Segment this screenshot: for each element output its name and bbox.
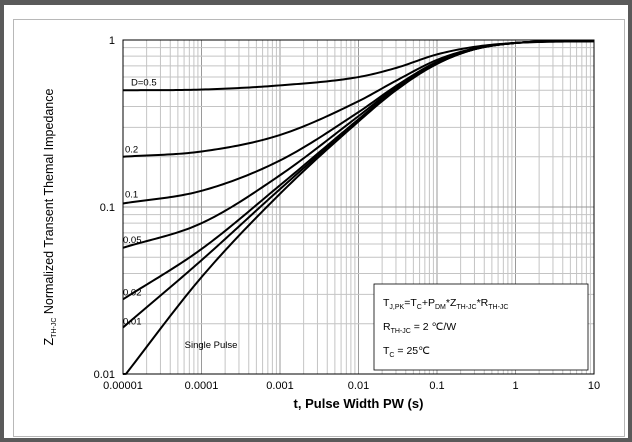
annotation-subscript: J,PK	[389, 304, 404, 311]
y-axis-label-prefix: Z	[42, 337, 56, 345]
x-tick-label: 0.1	[429, 380, 444, 392]
x-tick-label: 0.01	[348, 380, 369, 392]
annotation-text: *R	[477, 297, 489, 309]
annotation-text: T	[383, 297, 390, 309]
curve-label: 0.01	[123, 316, 142, 327]
curve-label: 0.02	[123, 287, 142, 298]
x-tick-label: 0.001	[266, 380, 294, 392]
plot-border	[122, 39, 595, 375]
curve-label: 0.1	[125, 189, 138, 200]
series-line-6	[122, 40, 595, 375]
curve-label: 0.2	[125, 145, 138, 156]
annotation-text: =T	[404, 297, 417, 309]
curve-label: D=0.5	[131, 77, 157, 88]
x-axis-label: t, Pulse Width PW (s)	[294, 396, 424, 411]
y-axis-label-subscript: TH-JC	[51, 318, 58, 338]
curve-labels: D=0.5 0.2 0.1 0.05 0.02 0.01 Single Pulse	[123, 77, 237, 351]
x-tick-label: 0.0001	[185, 380, 219, 392]
x-tick-label: 1	[512, 380, 518, 392]
x-tick-labels: 0.00001 0.0001 0.001 0.01 0.1 1 10	[103, 380, 600, 392]
curve-label: 0.05	[123, 235, 142, 246]
annotation-line-thermal-resistance: RTH-JC = 2 ℃/W	[383, 321, 456, 335]
annotation-subscript: DM	[435, 304, 446, 311]
y-axis-label: ZTH-JC Normalized Transent Themal Impeda…	[42, 88, 58, 345]
annotation-subscript: TH-JC	[488, 304, 508, 311]
annotation-line-case-temp: TC = 25℃	[383, 345, 430, 359]
annotation-subscript: C	[417, 304, 422, 311]
annotation-text: = 2 ℃/W	[411, 321, 456, 333]
annotation-text: *Z	[446, 297, 457, 309]
x-tick-label: 10	[588, 380, 600, 392]
annotation-line-junction-temp: TJ,PK=TC+PDM*ZTH-JC*RTH-JC	[383, 297, 508, 311]
annotation-subscript: C	[389, 352, 394, 359]
annotation-subscript: TH-JC	[456, 304, 476, 311]
annotation-text: R	[383, 321, 391, 333]
y-axis-label-rest: Normalized Transent Themal Impedance	[42, 88, 56, 317]
annotation-text: +P	[422, 297, 435, 309]
annotation-box: TJ,PK=TC+PDM*ZTH-JC*RTH-JC RTH-JC = 2 ℃/…	[373, 283, 589, 371]
y-tick-label: 0.01	[94, 369, 115, 381]
grid-lines	[122, 40, 594, 375]
annotation-text: T	[383, 345, 390, 357]
series-lines	[122, 40, 595, 375]
curve-label: Single Pulse	[185, 340, 238, 351]
annotation-subscript: TH-JC	[391, 328, 411, 335]
y-tick-label: 1	[109, 35, 115, 47]
x-tick-label: 0.00001	[103, 380, 143, 392]
annotation-background	[373, 283, 589, 371]
annotation-text: = 25℃	[394, 345, 430, 357]
y-tick-labels: 0.01 0.1 1	[94, 35, 115, 381]
y-tick-label: 0.1	[100, 202, 115, 214]
